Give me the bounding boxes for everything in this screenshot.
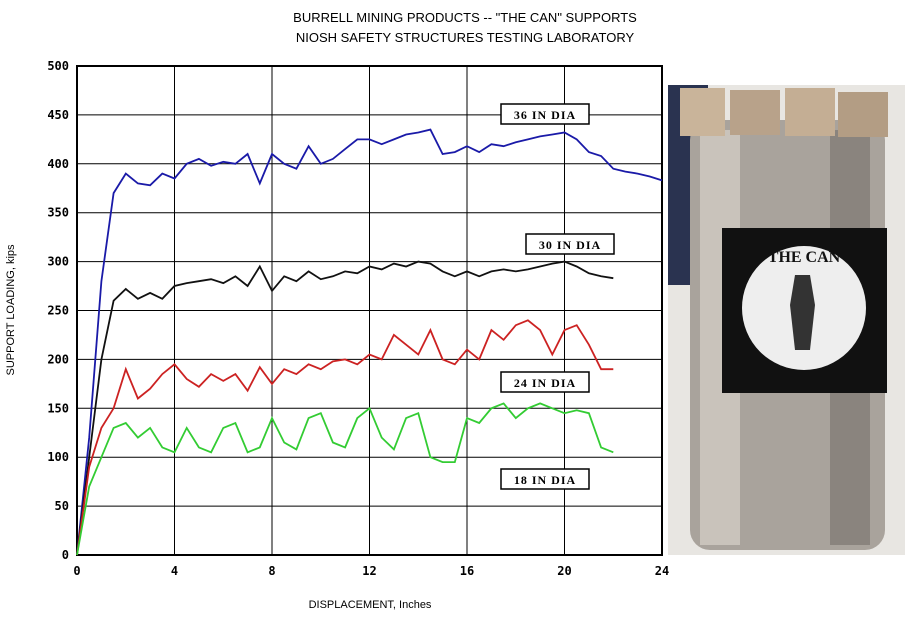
sticker-figure: [790, 275, 815, 350]
y-tick-label: 150: [47, 401, 69, 415]
sticker-label: THE CAN: [768, 249, 841, 266]
photo: THE CAN: [668, 85, 905, 555]
y-tick-label: 200: [47, 352, 69, 366]
series-label-box: [500, 103, 590, 125]
y-tick-label: 400: [47, 157, 69, 171]
series-line: [76, 319, 614, 556]
series-label: 18 IN DIA: [514, 473, 576, 487]
x-axis-label: DISPLACEMENT, Inches: [309, 599, 432, 611]
x-tick-label: 4: [171, 564, 178, 578]
x-tick-label: 8: [268, 564, 275, 578]
plot-frame: [76, 65, 663, 556]
series-line: [76, 402, 614, 556]
block: [730, 90, 780, 135]
block: [838, 92, 888, 137]
y-tick-label: 450: [47, 108, 69, 122]
x-tick-label: 0: [73, 564, 80, 578]
block: [680, 88, 725, 136]
y-tick-label: 350: [47, 206, 69, 220]
series-label: 24 IN DIA: [514, 376, 576, 390]
series-line: [76, 260, 614, 556]
series-label-box: [525, 233, 615, 255]
y-tick-label: 100: [47, 450, 69, 464]
y-tick-label: 250: [47, 304, 69, 318]
x-tick-label: 20: [557, 564, 571, 578]
y-tick-label: 0: [62, 548, 69, 562]
series-label-box: [500, 371, 590, 393]
y-tick-label: 500: [47, 59, 69, 73]
series-label-box: [500, 468, 590, 490]
chart-title: BURRELL MINING PRODUCTS -- "THE CAN" SUP…: [293, 10, 637, 25]
series-line: [76, 128, 663, 556]
chart-title: NIOSH SAFETY STRUCTURES TESTING LABORATO…: [296, 30, 635, 45]
series-label: 36 IN DIA: [514, 108, 576, 122]
y-tick-label: 50: [55, 499, 69, 513]
x-tick-label: 24: [655, 564, 669, 578]
series-label: 30 IN DIA: [539, 238, 601, 252]
y-axis-label: SUPPORT LOADING, kips: [5, 244, 17, 376]
x-tick-label: 16: [460, 564, 474, 578]
x-tick-label: 12: [362, 564, 376, 578]
block: [785, 88, 835, 136]
y-tick-label: 300: [47, 255, 69, 269]
